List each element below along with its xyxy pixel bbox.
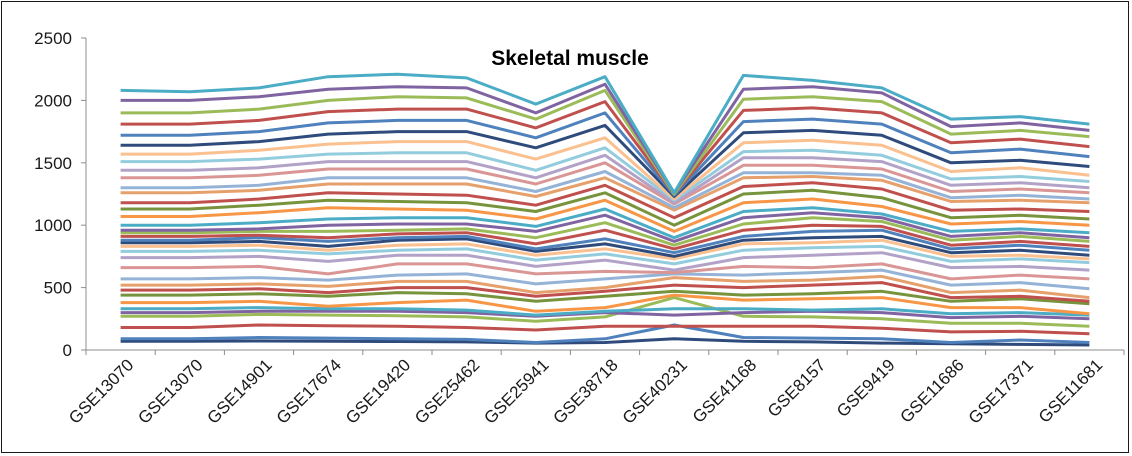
series-line-12 (120, 262, 1090, 281)
series-line-3 (120, 323, 1090, 336)
y-tick-label: 2000 (34, 91, 72, 110)
x-tick-label: GSE25462 (411, 355, 483, 427)
x-tick-label: GSE41168 (689, 355, 760, 426)
series-line-26 (120, 170, 1090, 210)
y-tick-label: 2500 (34, 29, 72, 48)
x-tick-label: GSE8157 (764, 355, 830, 421)
series-line-6 (120, 306, 1090, 317)
series-line-15 (120, 238, 1090, 261)
series-line-33 (120, 100, 1090, 196)
y-tick-label: 0 (63, 341, 72, 360)
y-tick-label: 1500 (34, 154, 72, 173)
series-line-14 (120, 244, 1090, 266)
series-line-1 (120, 337, 1090, 347)
y-tick-labels: 0 500 1000 1500 2000 2500 (34, 29, 72, 360)
x-tick-label: GSE19420 (342, 355, 414, 427)
x-tick-label: GSE40231 (619, 355, 691, 427)
series-line-25 (120, 175, 1090, 212)
series-line-2 (120, 323, 1090, 344)
x-tick-label: GSE9419 (833, 355, 899, 421)
series-line-10 (120, 274, 1090, 300)
chart-axes (81, 37, 1125, 355)
series-line-29 (120, 146, 1090, 202)
series-line-28 (120, 153, 1090, 205)
x-tick-label: GSE14901 (204, 355, 276, 427)
series-line-13 (120, 251, 1090, 272)
y-tick-label: 500 (44, 279, 72, 298)
series-line-17 (120, 228, 1090, 255)
series-line-7 (120, 293, 1090, 316)
chart-title: Skeletal muscle (491, 47, 649, 70)
series-line-11 (120, 268, 1090, 291)
series-line-31 (120, 123, 1090, 198)
series-line-22 (120, 197, 1090, 233)
x-tick-label: GSE17674 (273, 355, 345, 427)
series-line-16 (120, 234, 1090, 258)
series-line-19 (120, 216, 1090, 247)
series-line-27 (120, 161, 1090, 206)
series-line-4 (120, 296, 1090, 328)
x-tick-label: GSE13070 (65, 355, 137, 427)
x-tick-label: GSE11686 (896, 355, 967, 426)
series-line-30 (120, 136, 1090, 201)
series-line-36 (120, 72, 1090, 195)
series-line-34 (120, 88, 1090, 196)
series-line-9 (120, 281, 1090, 303)
x-tick-label: GSE13070 (134, 355, 206, 427)
x-tick-labels: GSE13070GSE13070GSE14901GSE17674GSE19420… (65, 355, 1106, 427)
series-line-35 (120, 82, 1090, 195)
x-tick-label: GSE11681 (1035, 355, 1106, 426)
series-line-18 (120, 223, 1090, 251)
x-tick-label: GSE38718 (550, 355, 622, 427)
y-tick-label: 1000 (34, 216, 72, 235)
series-line-23 (120, 188, 1090, 227)
series-line-32 (120, 111, 1090, 197)
series-line-21 (120, 206, 1090, 240)
series-line-20 (120, 211, 1090, 243)
series-line-8 (120, 289, 1090, 306)
chart-series-lines (120, 72, 1090, 347)
x-tick-label: GSE17371 (965, 355, 1037, 427)
x-tick-label: GSE25941 (480, 355, 552, 427)
series-line-24 (120, 181, 1090, 220)
